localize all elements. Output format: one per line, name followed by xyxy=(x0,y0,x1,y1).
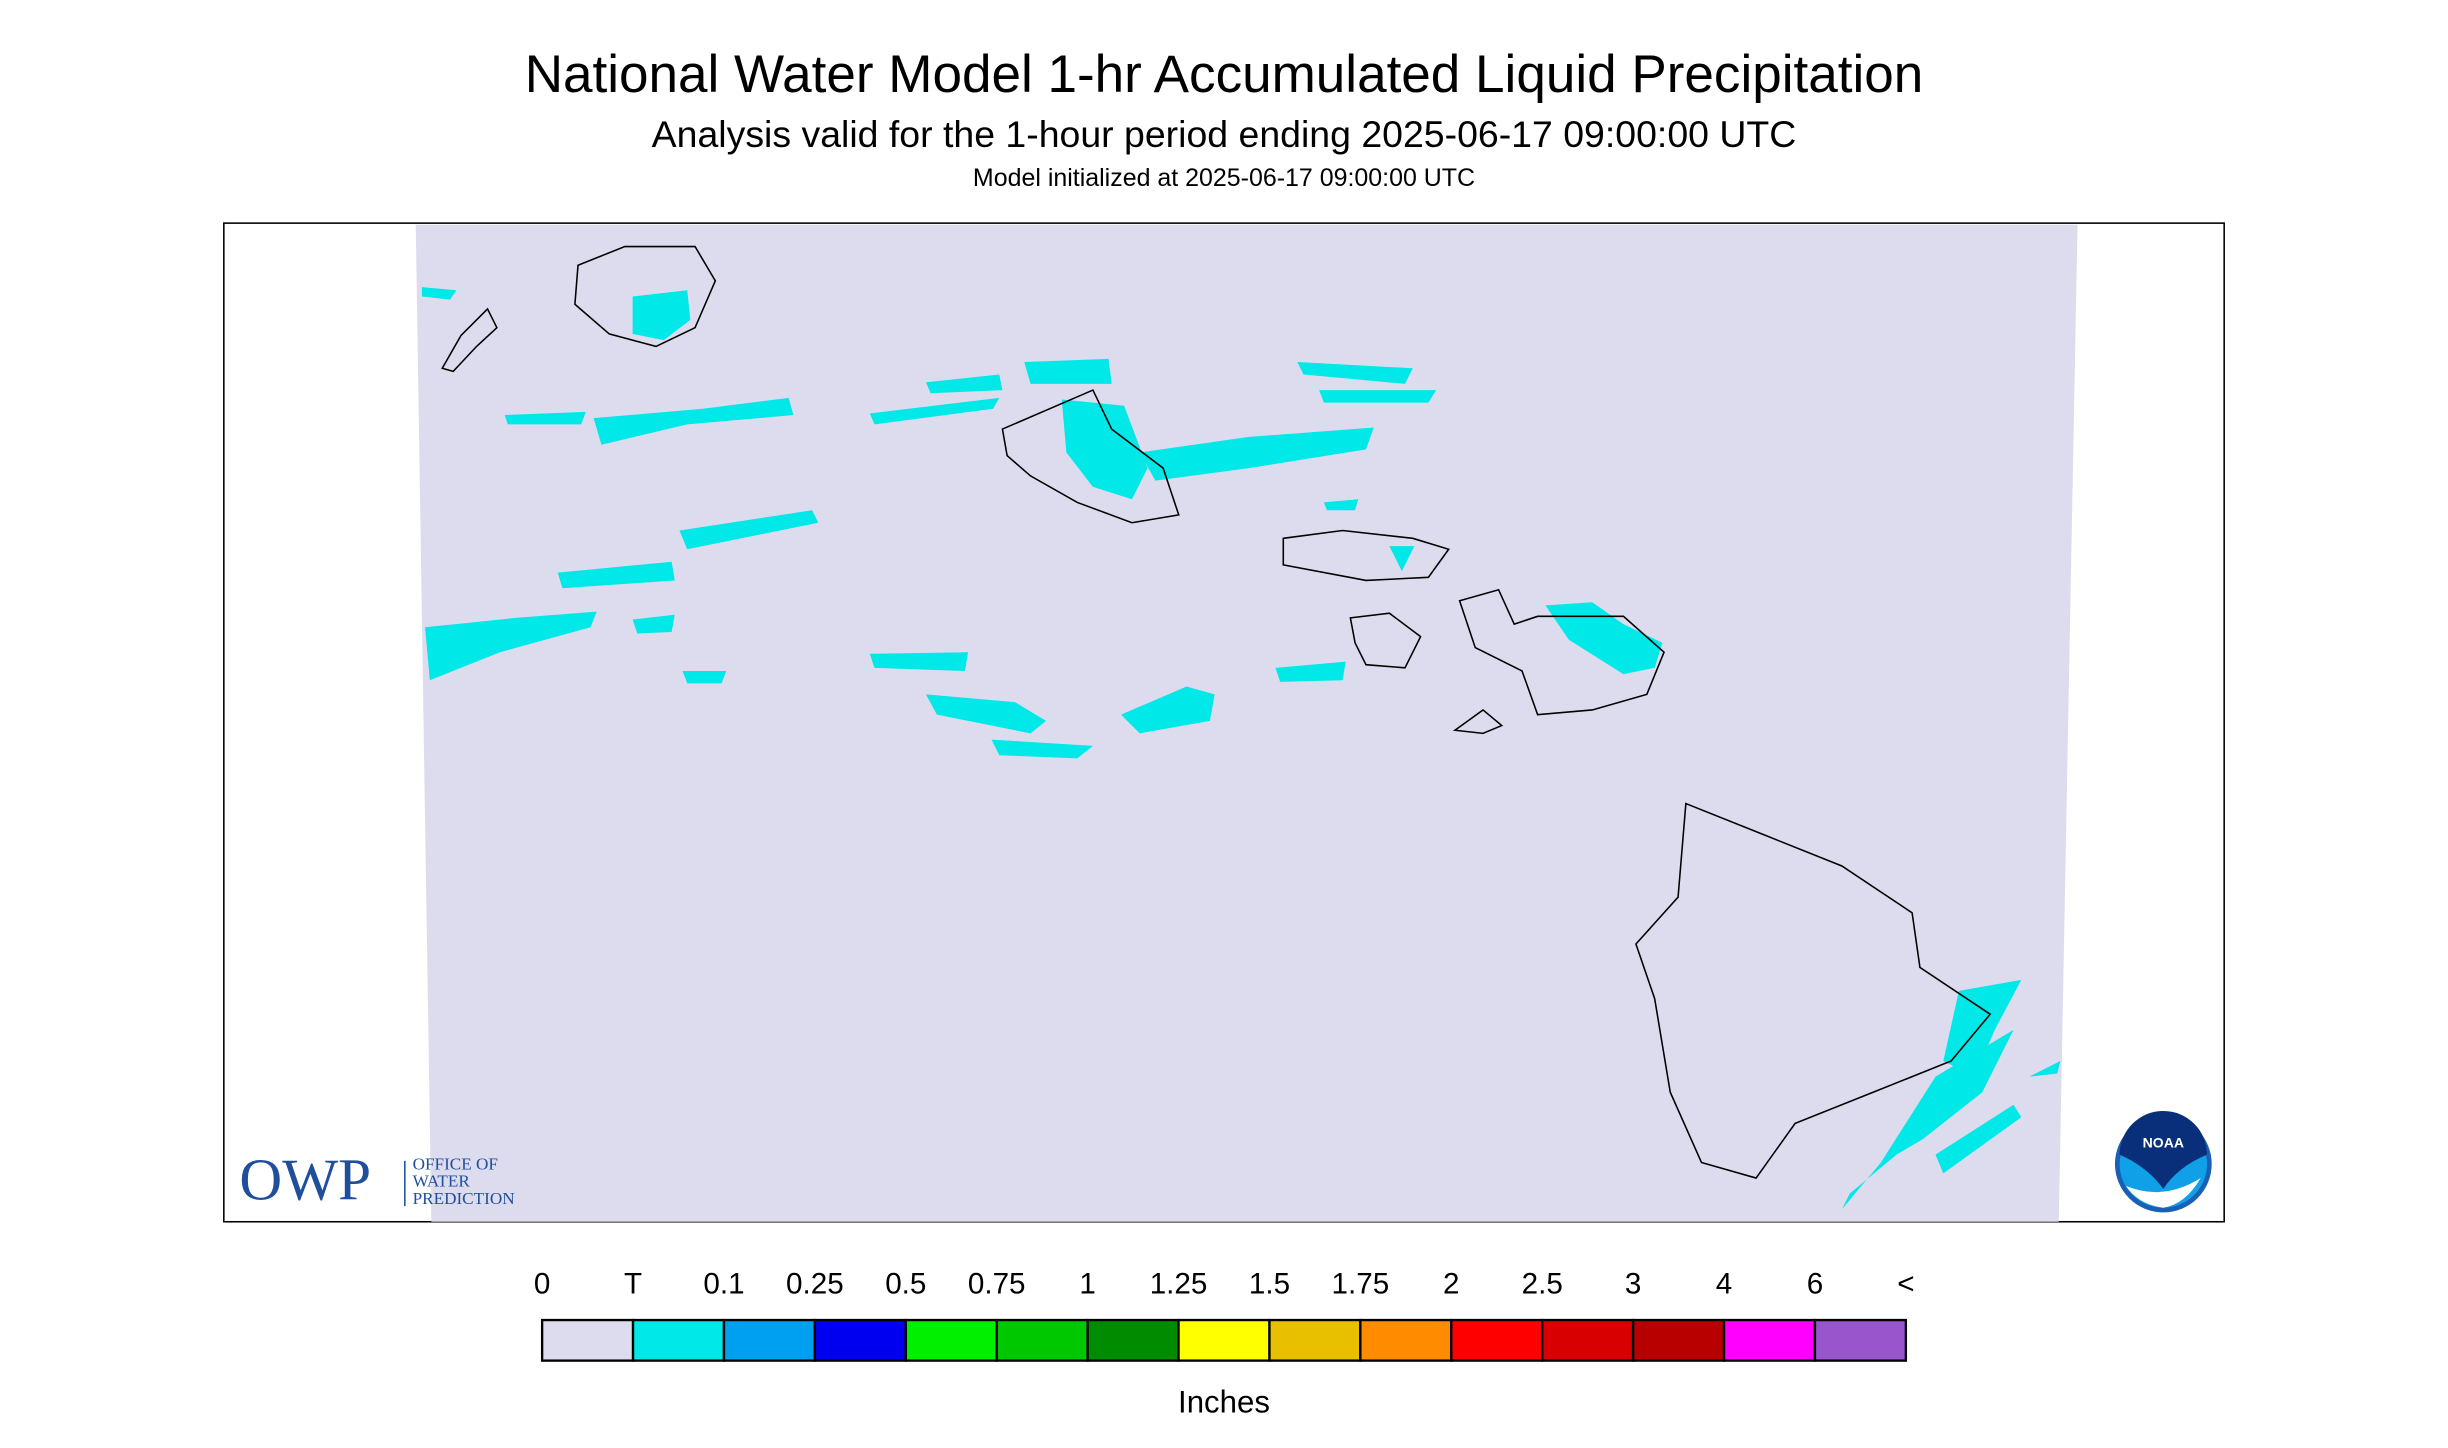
owp-logo-line: WATER xyxy=(413,1172,471,1191)
legend-label: 0.75 xyxy=(968,1268,1026,1301)
legend-label: 1.75 xyxy=(1332,1268,1390,1301)
legend-label: 0.5 xyxy=(885,1268,926,1301)
legend-swatch xyxy=(1177,1318,1271,1362)
legend-swatch xyxy=(540,1318,635,1362)
title: National Water Model 1-hr Accumulated Li… xyxy=(525,45,1924,104)
legend-label: 1.25 xyxy=(1150,1268,1208,1301)
owp-logo: OWP OFFICE OF WATER PREDICTION xyxy=(239,1146,514,1212)
legend-swatch xyxy=(813,1318,907,1362)
noaa-logo: NOAA xyxy=(2114,1110,2212,1213)
legend-label: 1 xyxy=(1079,1268,1095,1301)
legend-swatch xyxy=(1813,1318,1908,1362)
legend-swatch xyxy=(904,1318,998,1362)
legend-label: 4 xyxy=(1716,1268,1732,1301)
legend-label: 1.5 xyxy=(1249,1268,1290,1301)
precip-areas xyxy=(421,287,2061,1210)
legend-unit: Inches xyxy=(1178,1385,1270,1420)
legend-swatch xyxy=(995,1318,1089,1362)
noaa-logo-text: NOAA xyxy=(2143,1134,2184,1150)
legend-swatch xyxy=(1450,1318,1544,1362)
model-domain xyxy=(415,224,2078,1222)
legend-label: T xyxy=(624,1268,642,1301)
legend-label: 3 xyxy=(1625,1268,1641,1301)
legend-swatch xyxy=(722,1318,817,1362)
coastlines xyxy=(441,245,1992,1179)
map: OWP OFFICE OF WATER PREDICTION NOAA xyxy=(223,222,2225,1223)
legend-label: 6 xyxy=(1807,1268,1823,1301)
legend-swatch xyxy=(1631,1318,1726,1362)
legend-swatch xyxy=(1086,1318,1180,1362)
legend-swatch xyxy=(1541,1318,1635,1362)
legend-swatch xyxy=(1268,1318,1362,1362)
owp-logo-line: PREDICTION xyxy=(413,1189,515,1208)
legend-swatch xyxy=(631,1318,726,1362)
legend-label: < xyxy=(1897,1268,1914,1301)
init-note: Model initialized at 2025-06-17 09:00:00… xyxy=(973,164,1475,192)
subtitle: Analysis valid for the 1-hour period end… xyxy=(652,113,1797,155)
legend: 0 T 0.1 0.25 0.5 0.75 1 1.25 1.5 1.75 2 2.5 3 4 6 < xyxy=(534,1268,1915,1362)
legend-label: 0.25 xyxy=(786,1268,844,1301)
legend-label: 2 xyxy=(1443,1268,1459,1301)
legend-swatch xyxy=(1722,1318,1817,1362)
legend-swatch xyxy=(1359,1318,1453,1362)
legend-label: 0 xyxy=(534,1268,550,1301)
owp-logo-text: OWP xyxy=(239,1146,371,1212)
legend-label: 2.5 xyxy=(1522,1268,1563,1301)
legend-label: 0.1 xyxy=(703,1268,744,1301)
owp-logo-line: OFFICE OF xyxy=(413,1155,498,1174)
